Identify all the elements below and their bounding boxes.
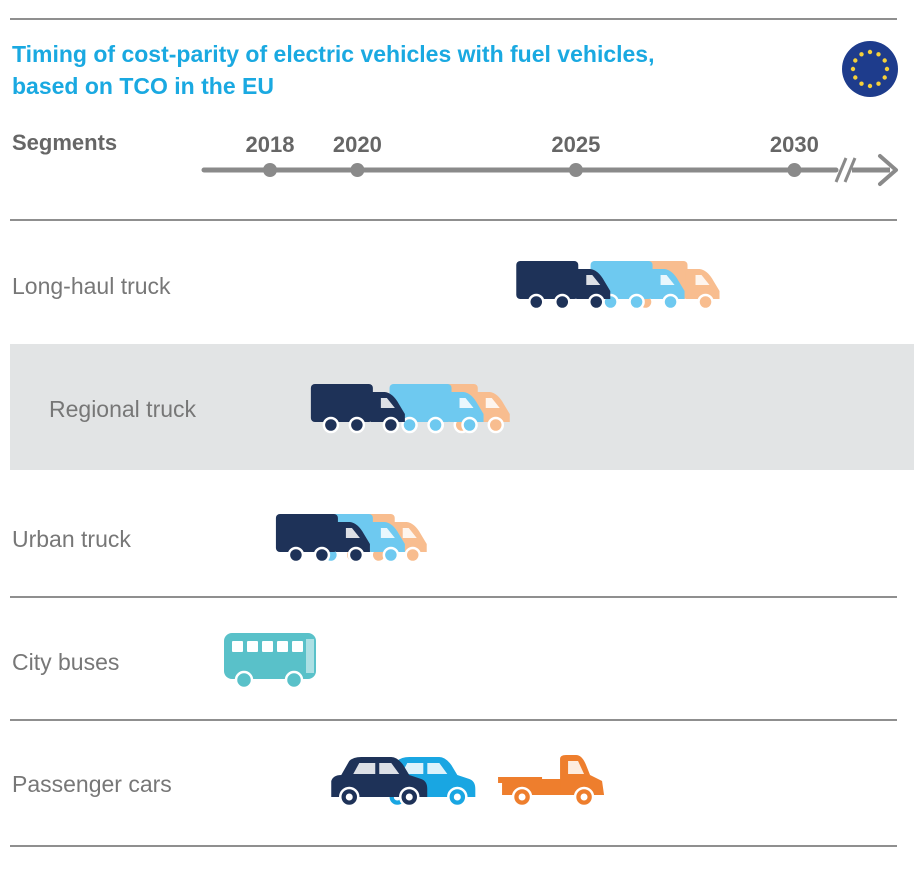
truck-icon xyxy=(389,384,484,434)
axis-tick-label: 2025 xyxy=(551,132,600,157)
rule-after-city-buses xyxy=(10,719,897,721)
segments-heading: Segments xyxy=(12,130,118,155)
axis-tick-dot xyxy=(263,163,277,177)
axis-tick-dot xyxy=(568,163,583,177)
eu-star-icon xyxy=(867,49,873,55)
axis-tick-label: 2018 xyxy=(246,132,295,157)
pickup-truck-icon xyxy=(498,755,605,808)
eu-star-icon xyxy=(884,66,890,72)
eu-star-icon xyxy=(853,58,858,63)
axis-tick-label: 2030 xyxy=(770,132,819,157)
top-rule xyxy=(10,18,897,20)
truck-icon xyxy=(516,261,611,311)
chart-title-line-1: Timing of cost-parity of electric vehicl… xyxy=(12,41,655,67)
axis-tick-dot xyxy=(350,163,365,177)
row-label: Urban truck xyxy=(12,526,131,552)
eu-star-icon xyxy=(853,75,858,80)
eu-star-icon xyxy=(882,58,887,63)
axis-tick-dot xyxy=(787,163,802,177)
axis-tick-label: 2020 xyxy=(333,132,382,157)
car-icon xyxy=(331,757,428,808)
row-label: Passenger cars xyxy=(12,771,172,797)
row-label: City buses xyxy=(12,649,120,675)
bottom-rule xyxy=(10,845,897,847)
truck-icon xyxy=(590,261,685,311)
eu-star-icon xyxy=(882,75,887,80)
axis-break-mark xyxy=(843,157,857,183)
rule-after-urban-truck xyxy=(10,596,897,598)
truck-icon xyxy=(310,384,405,434)
axis-arrow-icon xyxy=(878,154,898,186)
row-label: Regional truck xyxy=(49,396,197,422)
chart-title-line-2: based on TCO in the EU xyxy=(12,73,274,99)
eu-star-icon xyxy=(867,83,873,89)
row-label: Long-haul truck xyxy=(12,273,171,299)
bus-icon xyxy=(224,633,316,690)
chart-title: Timing of cost-parity of electric vehicl… xyxy=(12,38,772,102)
eu-star-icon xyxy=(876,81,881,86)
truck-icon xyxy=(275,514,370,564)
eu-flag-icon xyxy=(842,41,898,97)
eu-star-icon xyxy=(876,52,881,57)
eu-star-icon xyxy=(859,81,864,86)
axis-break-mark xyxy=(834,157,848,183)
eu-star-icon xyxy=(859,52,864,57)
eu-star-icon xyxy=(850,66,856,72)
header-rule xyxy=(10,219,897,221)
time-axis: 2018 2020 2025 2030 xyxy=(201,132,898,186)
